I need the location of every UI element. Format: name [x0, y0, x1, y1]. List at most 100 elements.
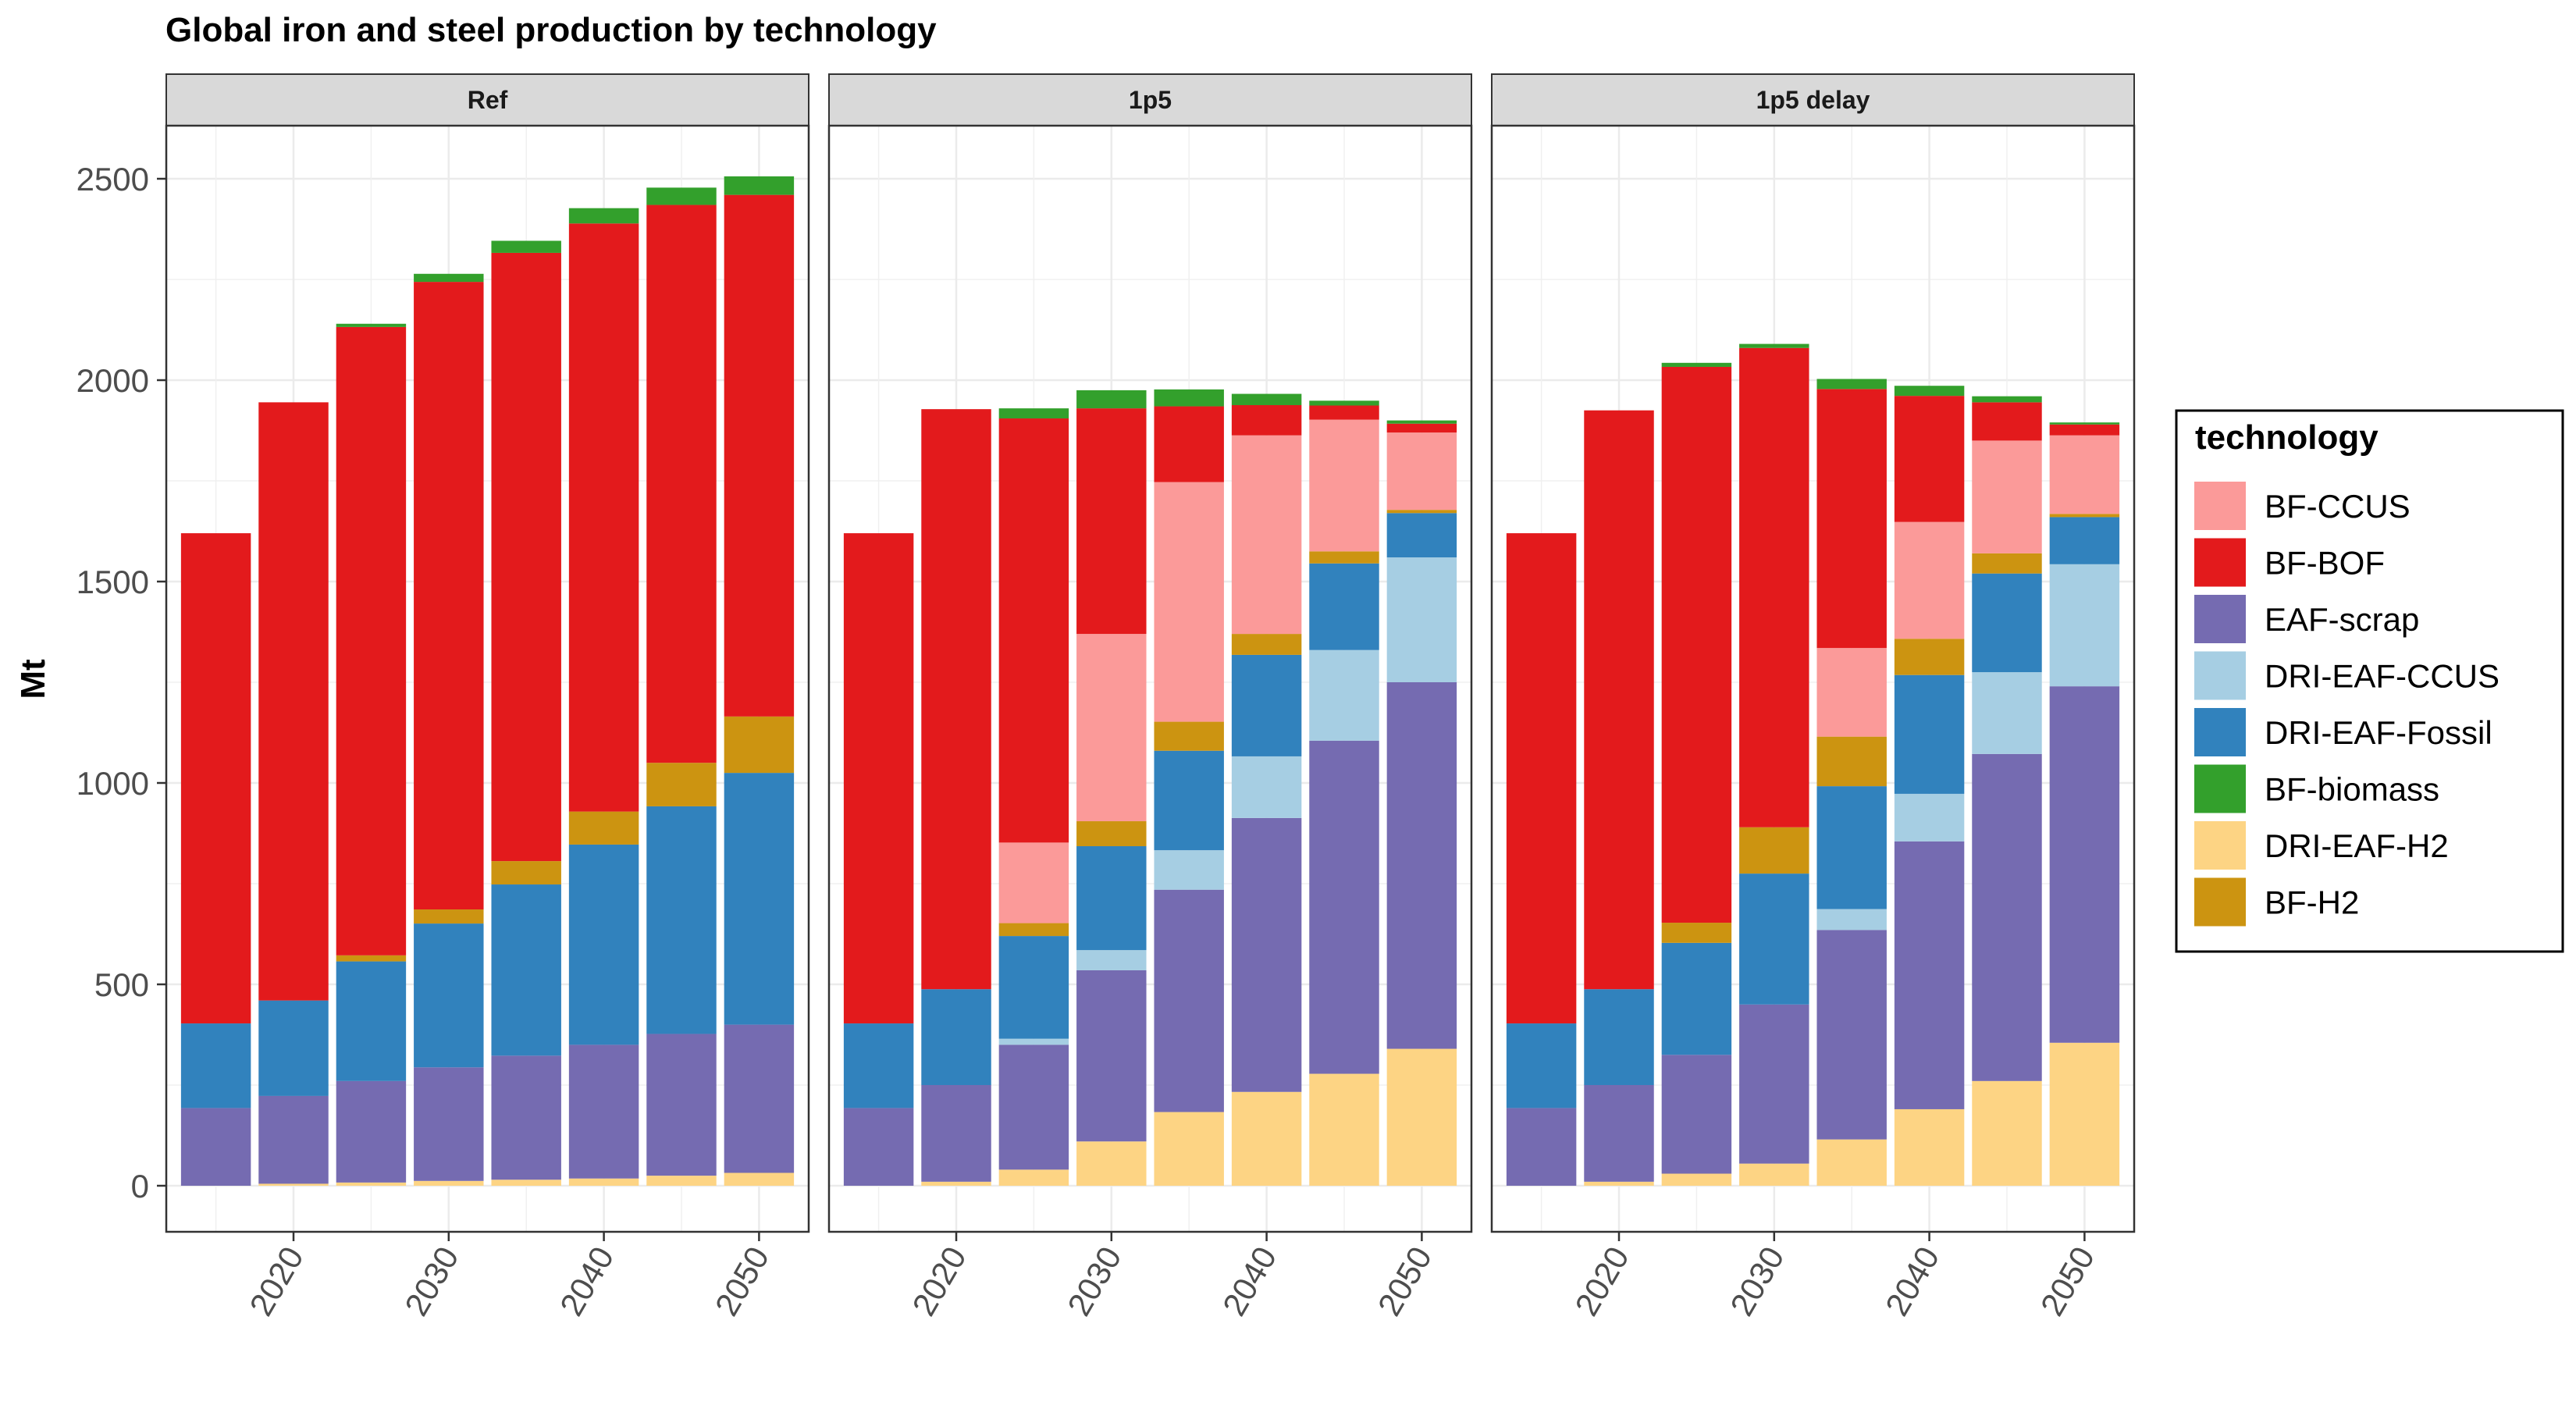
panel-border	[165, 124, 810, 1233]
bar-dri-eaf-ccus-2050	[2049, 564, 2120, 687]
legend-key	[2194, 538, 2246, 587]
bar-bf-ccus-2040	[1231, 435, 1302, 635]
legend-label: BF-biomass	[2265, 771, 2439, 808]
bar-eaf-scrap-2015	[843, 1108, 914, 1186]
bar-eaf-scrap-2045	[646, 1034, 717, 1176]
chart-title: Global iron and steel production by tech…	[165, 11, 937, 49]
legend-entry-eaf-scrap: EAF-scrap	[2194, 595, 2419, 643]
panel-1p5-delay: 1p5 delay 2020 2030 2040 2050	[1490, 73, 2136, 1322]
bar-bf-ccus-2040	[1894, 521, 1965, 639]
bar-bf-h2-2035	[1154, 721, 1224, 751]
bar-dri-eaf-fossil-2045	[1309, 563, 1379, 650]
bar-dri-eaf-h2-2030	[1739, 1163, 1809, 1186]
y-tick-label: 1500	[76, 564, 149, 600]
bar-bf-bof-2020	[921, 409, 991, 990]
x-tick-label: 2030	[1060, 1240, 1128, 1322]
bar-dri-eaf-fossil-2035	[1816, 786, 1887, 909]
legend-key	[2194, 708, 2246, 756]
bar-bf-h2-2050	[1386, 510, 1457, 514]
bar-bf-h2-2040	[568, 811, 639, 845]
bar-bf-bof-2050	[1386, 423, 1457, 433]
legend: technology BF-CCUS BF-BOF EAF-scrap DRI-EAF…	[2175, 409, 2564, 953]
bar-bf-biomass-2035	[1816, 379, 1887, 390]
legend-key	[2194, 482, 2246, 530]
x-tick-label: 2050	[2033, 1240, 2101, 1322]
bar-dri-eaf-h2-2040	[1894, 1108, 1965, 1186]
panel-border	[1490, 124, 2136, 1233]
bar-bf-ccus-2025	[998, 842, 1069, 923]
bar-eaf-scrap-2020	[1584, 1085, 1654, 1182]
bar-dri-eaf-ccus-2025	[998, 1038, 1069, 1045]
bar-eaf-scrap-2035	[491, 1055, 561, 1180]
bar-dri-eaf-h2-2030	[414, 1180, 484, 1186]
bar-dri-eaf-h2-2020	[258, 1183, 329, 1186]
bar-bf-bof-2035	[491, 252, 561, 862]
bar-eaf-scrap-2025	[336, 1080, 407, 1183]
bar-bf-ccus-2030	[1076, 634, 1147, 822]
bar-bf-biomass-2030	[1076, 390, 1147, 409]
bar-bf-biomass-2025	[336, 323, 407, 327]
bar-bf-biomass-2050	[2049, 422, 2120, 425]
bar-bf-biomass-2050	[724, 176, 795, 195]
bar-dri-eaf-h2-2050	[1386, 1048, 1457, 1186]
bar-dri-eaf-fossil-2020	[258, 1000, 329, 1096]
bar-bf-ccus-2050	[2049, 435, 2120, 514]
bar-bf-bof-2045	[646, 205, 717, 763]
bar-bf-bof-2015	[1506, 533, 1577, 1024]
y-axis-label: Mt	[14, 659, 52, 699]
bar-bf-bof-2015	[180, 533, 251, 1024]
legend-label: BF-BOF	[2265, 545, 2385, 582]
bar-bf-ccus-2045	[1309, 419, 1379, 552]
bar-eaf-scrap-2020	[921, 1085, 991, 1182]
bar-dri-eaf-fossil-2050	[724, 773, 795, 1025]
y-tick-label: 0	[131, 1168, 149, 1204]
facet-strip	[828, 73, 1472, 126]
bar-bf-bof-2040	[568, 223, 639, 812]
bar-eaf-scrap-2045	[1972, 753, 2042, 1081]
bar-dri-eaf-ccus-2030	[1076, 950, 1147, 970]
bar-bf-h2-2050	[724, 716, 795, 774]
bar-bf-bof-2020	[258, 402, 329, 1001]
bar-dri-eaf-ccus-2035	[1154, 850, 1224, 890]
facet-label: 1p5	[1129, 86, 1172, 114]
bar-bf-biomass-2025	[1661, 362, 1732, 367]
legend-entry-dri-eaf-ccus: DRI-EAF-CCUS	[2194, 651, 2500, 700]
bar-dri-eaf-ccus-2045	[1972, 672, 2042, 754]
bar-dri-eaf-h2-2045	[1972, 1080, 2042, 1186]
bar-dri-eaf-h2-2045	[1309, 1073, 1379, 1186]
panel-ref: Ref 2020 2030 2040 2050 0 500 1000 1500 2000 2500	[76, 73, 810, 1322]
bar-dri-eaf-fossil-2025	[1661, 942, 1732, 1055]
bar-eaf-scrap-2030	[1739, 1004, 1809, 1164]
y-tick-label: 2000	[76, 362, 149, 399]
bar-dri-eaf-fossil-2050	[1386, 513, 1457, 558]
bar-eaf-scrap-2045	[1309, 740, 1379, 1074]
legend-entry-bf-biomass: BF-biomass	[2194, 764, 2439, 813]
bar-bf-biomass-2025	[998, 408, 1069, 419]
bar-eaf-scrap-2050	[1386, 682, 1457, 1049]
bar-bf-biomass-2040	[1894, 386, 1965, 397]
bar-dri-eaf-fossil-2015	[180, 1023, 251, 1108]
bar-bf-bof-2040	[1894, 396, 1965, 522]
bar-dri-eaf-fossil-2025	[998, 936, 1069, 1039]
legend-entry-bf-bof: BF-BOF	[2194, 538, 2385, 587]
panels-layer: Ref 2020 2030 2040 2050 0 500 1000 1500 2000 2500 1…	[76, 73, 2136, 1322]
bar-bf-bof-2030	[1076, 408, 1147, 635]
bar-dri-eaf-fossil-2035	[1154, 750, 1224, 851]
legend-entry-dri-eaf-fossil: DRI-EAF-Fossil	[2194, 708, 2492, 756]
bar-bf-h2-2030	[414, 909, 484, 924]
bar-eaf-scrap-2040	[568, 1044, 639, 1179]
bar-dri-eaf-fossil-2040	[1894, 674, 1965, 794]
bar-bf-h2-2045	[646, 763, 717, 806]
bar-bf-ccus-2035	[1816, 648, 1887, 737]
legend-key	[2194, 595, 2246, 643]
bar-eaf-scrap-2035	[1154, 889, 1224, 1112]
bar-bf-biomass-2030	[414, 273, 484, 283]
bar-dri-eaf-h2-2040	[1231, 1091, 1302, 1186]
bar-eaf-scrap-2030	[1076, 970, 1147, 1142]
legend-entry-bf-h2: BF-H2	[2194, 877, 2359, 927]
bar-bf-bof-2050	[2049, 424, 2120, 436]
legend-entries: BF-CCUS BF-BOF EAF-scrap DRI-EAF-CCUS DRI-EA…	[2194, 482, 2500, 927]
x-tick-label: 2030	[397, 1240, 465, 1322]
legend-label: DRI-EAF-H2	[2265, 827, 2449, 864]
bar-dri-eaf-ccus-2045	[1309, 649, 1379, 741]
